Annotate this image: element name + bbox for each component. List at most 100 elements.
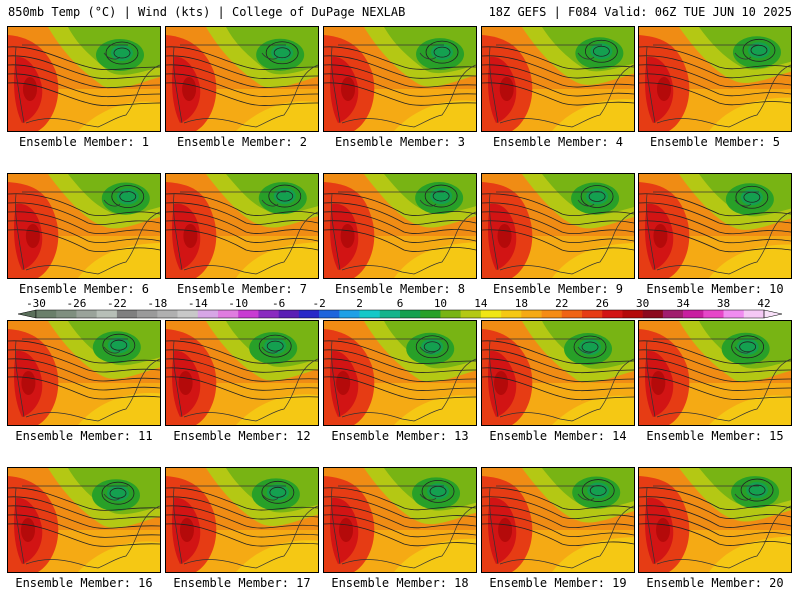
colorbar-tick-label: 22 [555, 297, 568, 310]
colorbar-segment [359, 310, 381, 318]
ensemble-panel [7, 320, 161, 426]
colorbar-tick-label: -6 [272, 297, 285, 310]
colorbar-segment [420, 310, 441, 318]
forecast-map-14 [482, 321, 634, 425]
colorbar-segment [258, 310, 279, 318]
ensemble-member-label: Ensemble Member: 19 [489, 576, 627, 590]
ensemble-member-label: Ensemble Member: 11 [15, 429, 153, 443]
colorbar-segment [278, 310, 300, 318]
forecast-map-4 [482, 27, 634, 131]
ensemble-member-label: Ensemble Member: 14 [489, 429, 627, 443]
ensemble-panel [165, 467, 319, 573]
colorbar-tick-label: 10 [434, 297, 447, 310]
colorbar-segment [36, 310, 57, 318]
ensemble-panel [323, 26, 477, 132]
ensemble-member-label: Ensemble Member: 16 [15, 576, 153, 590]
colorbar-segment [521, 310, 542, 318]
ensemble-panel [481, 320, 635, 426]
forecast-map-19 [482, 468, 634, 572]
ensemble-panel [323, 467, 477, 573]
ensemble-panel [481, 467, 635, 573]
colorbar-svg: -30 -26 -22 -18 -14 -10 -6 -2 2 6 10 14 18 22 26 30 34 38… [17, 297, 783, 319]
ensemble-panel [638, 320, 792, 426]
colorbar-segment [723, 310, 745, 318]
forecast-map-5 [639, 27, 791, 131]
ensemble-panel [7, 467, 161, 573]
colorbar-tick-label: 18 [515, 297, 528, 310]
ensemble-panel [323, 320, 477, 426]
colorbar-tick-label: -14 [188, 297, 208, 310]
colorbar-segment [561, 310, 583, 318]
forecast-map-11 [8, 321, 160, 425]
forecast-map-8 [324, 174, 476, 278]
colorbar-segment [339, 310, 360, 318]
colorbar-segment [76, 310, 97, 318]
ensemble-panel [481, 26, 635, 132]
colorbar-tick-label: -22 [107, 297, 127, 310]
colorbar-segment [602, 310, 623, 318]
colorbar-tick-label: -18 [147, 297, 167, 310]
colorbar-segment [298, 310, 320, 318]
ensemble-member-label: Ensemble Member: 15 [646, 429, 784, 443]
forecast-map-15 [639, 321, 791, 425]
colorbar-tick-label: 14 [474, 297, 488, 310]
colorbar-segment [582, 310, 603, 318]
ensemble-panel [7, 173, 161, 279]
header-bar: 850mb Temp (°C) | Wind (kts) | College o… [0, 0, 800, 24]
colorbar-segment [622, 310, 643, 318]
colorbar-segment [440, 310, 461, 318]
ensemble-member-label: Ensemble Member: 8 [334, 282, 466, 296]
ensemble-member-label: Ensemble Member: 12 [173, 429, 311, 443]
ensemble-member-label: Ensemble Member: 9 [492, 282, 624, 296]
colorbar-tick-label: 34 [676, 297, 690, 310]
ensemble-member-label: Ensemble Member: 13 [331, 429, 469, 443]
ensemble-panel [165, 173, 319, 279]
colorbar-segment [379, 310, 401, 318]
ensemble-member-label: Ensemble Member: 3 [334, 135, 466, 149]
ensemble-member-label: Ensemble Member: 4 [492, 135, 624, 149]
colorbar-tick-label: 26 [596, 297, 609, 310]
ensemble-member-label: Ensemble Member: 5 [649, 135, 781, 149]
colorbar-segment [642, 310, 664, 318]
colorbar-segment [683, 310, 704, 318]
forecast-map-1 [8, 27, 160, 131]
colorbar-left-arrow [17, 309, 37, 319]
ensemble-member-label: Ensemble Member: 6 [18, 282, 150, 296]
run-valid-time: 18Z GEFS | F084 Valid: 06Z TUE JUN 10 20… [488, 5, 792, 19]
forecast-map-18 [324, 468, 476, 572]
ensemble-panel [7, 26, 161, 132]
forecast-map-12 [166, 321, 318, 425]
colorbar-frame [35, 309, 765, 319]
colorbar-segment [177, 310, 199, 318]
ensemble-panel [323, 173, 477, 279]
colorbar-tick-label: -2 [312, 297, 325, 310]
temperature-colorbar: -30 -26 -22 -18 -14 -10 -6 -2 2 6 10 14 18 22 26 30 34 38… [14, 297, 786, 321]
colorbar-segment [480, 310, 502, 318]
ensemble-member-label: Ensemble Member: 2 [176, 135, 308, 149]
ensemble-panel [638, 467, 792, 573]
ensemble-panel [165, 320, 319, 426]
forecast-map-17 [166, 468, 318, 572]
colorbar-segment [238, 310, 259, 318]
colorbar-segment [197, 310, 219, 318]
colorbar-segment [703, 310, 724, 318]
colorbar-segment [662, 310, 684, 318]
colorbar-tick-label: -26 [67, 297, 87, 310]
ensemble-member-label: Ensemble Member: 18 [331, 576, 469, 590]
colorbar-tick-label: 42 [757, 297, 770, 310]
forecast-map-16 [8, 468, 160, 572]
map-title: 850mb Temp (°C) | Wind (kts) | College o… [8, 5, 406, 19]
colorbar-tick-label: 2 [356, 297, 363, 310]
colorbar-segment [460, 310, 482, 318]
ensemble-member-label: Ensemble Member: 1 [18, 135, 150, 149]
colorbar-segment [157, 310, 178, 318]
forecast-map-10 [639, 174, 791, 278]
colorbar-tick-label: -30 [26, 297, 46, 310]
colorbar-tick-label: 6 [397, 297, 404, 310]
colorbar-segment [541, 310, 563, 318]
forecast-map-2 [166, 27, 318, 131]
colorbar-segment [218, 310, 239, 318]
colorbar-segment [137, 310, 158, 318]
colorbar-tick-label: 38 [717, 297, 730, 310]
